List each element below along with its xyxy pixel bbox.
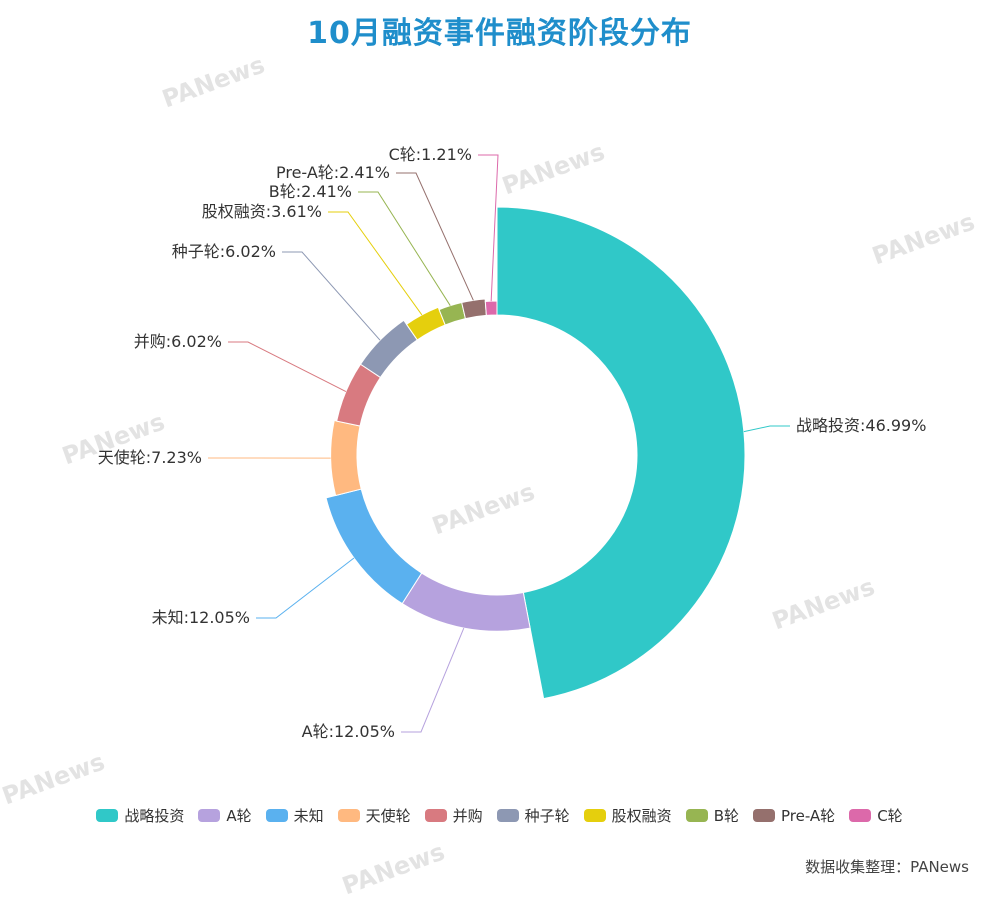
leader-line: [282, 251, 381, 341]
leader-line: [396, 172, 474, 301]
chart-title: 10月融资事件融资阶段分布: [307, 16, 692, 51]
slice-label: 未知:12.05%: [152, 608, 250, 627]
legend-label: B轮: [713, 807, 739, 825]
legend-item[interactable]: B轮: [685, 805, 739, 826]
legend-label: 战略投资: [124, 807, 185, 825]
legend-item[interactable]: 天使轮: [337, 805, 411, 826]
legend-swatch: [424, 809, 447, 822]
legend-item[interactable]: A轮: [198, 805, 252, 826]
legend-label: 种子轮: [524, 807, 570, 825]
legend-swatch: [685, 809, 708, 822]
legend-item[interactable]: C轮: [849, 805, 903, 826]
leader-line: [328, 211, 423, 316]
leader-line: [478, 154, 499, 302]
legend-item[interactable]: Pre-A轮: [752, 805, 836, 826]
legend-item[interactable]: 股权融资: [583, 805, 672, 826]
legend-swatch: [583, 809, 606, 822]
legend-label: Pre-A轮: [780, 807, 836, 825]
slice-label: 股权融资:3.61%: [202, 202, 322, 221]
slice-label: Pre-A轮:2.41%: [276, 163, 390, 182]
legend-label: 并购: [452, 807, 483, 825]
legend: 战略投资 A轮 未知 天使轮 并购 种子轮 股权融资 B轮 Pre-A轮 C轮: [0, 805, 999, 826]
slice-未知[interactable]: [325, 488, 423, 605]
slice-Pre-A轮[interactable]: [461, 298, 487, 320]
slice-label: 种子轮:6.02%: [172, 242, 276, 261]
legend-item[interactable]: 未知: [265, 805, 324, 826]
slice-label: A轮:12.05%: [302, 722, 395, 741]
slice-种子轮[interactable]: [359, 319, 418, 379]
legend-item[interactable]: 并购: [424, 805, 483, 826]
legend-swatch: [198, 809, 221, 822]
slice-天使轮[interactable]: [330, 419, 362, 497]
leader-line: [743, 425, 790, 433]
leader-line: [401, 627, 465, 733]
slice-label: 天使轮:7.23%: [98, 448, 202, 467]
legend-label: A轮: [226, 807, 252, 825]
leader-line: [228, 341, 347, 392]
legend-label: 天使轮: [365, 807, 411, 825]
slice-label: 战略投资:46.99%: [796, 416, 926, 435]
slice-A轮[interactable]: [401, 572, 531, 632]
slice-label: 并购:6.02%: [134, 332, 222, 351]
slice-label: B轮:2.41%: [269, 182, 352, 201]
legend-swatch: [752, 809, 775, 822]
source-note: 数据收集整理：PANews: [805, 858, 969, 876]
legend-swatch: [337, 809, 360, 822]
slice-战略投资[interactable]: [496, 206, 746, 700]
legend-swatch: [265, 809, 288, 822]
legend-item[interactable]: 战略投资: [96, 805, 184, 826]
legend-swatch: [96, 809, 119, 822]
legend-swatch: [849, 809, 872, 822]
legend-swatch: [496, 809, 519, 822]
legend-item[interactable]: 种子轮: [496, 805, 570, 826]
legend-label: C轮: [877, 807, 903, 825]
leader-line: [358, 191, 451, 306]
legend-label: 股权融资: [611, 807, 672, 825]
leader-line: [256, 557, 355, 619]
slice-label: C轮:1.21%: [389, 145, 472, 164]
legend-label: 未知: [293, 807, 324, 825]
slice-C轮[interactable]: [484, 300, 498, 316]
